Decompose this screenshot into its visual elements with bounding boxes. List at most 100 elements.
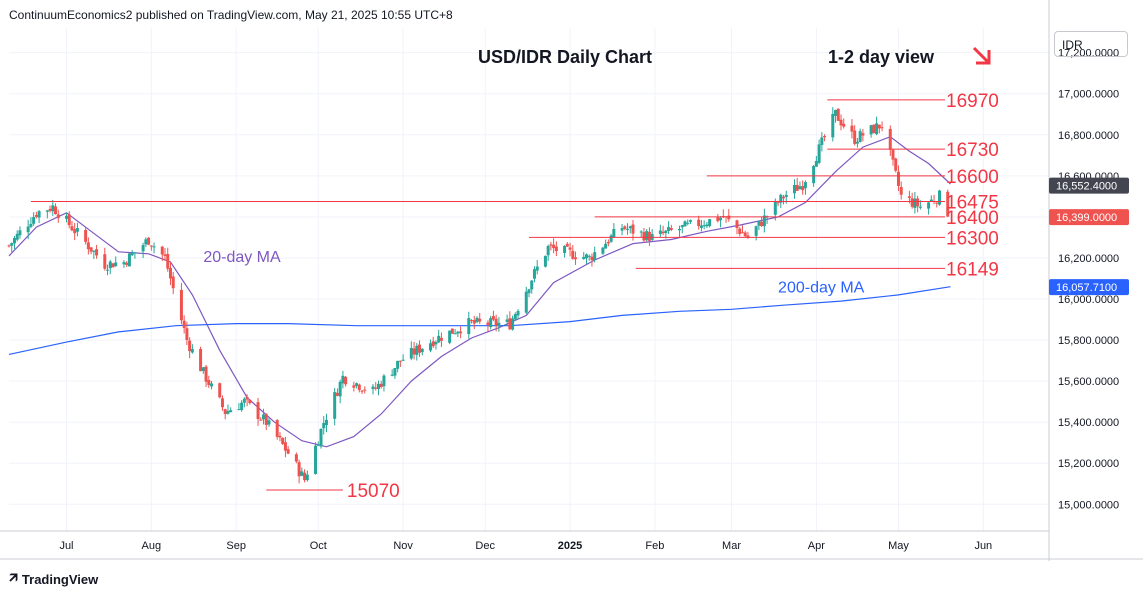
candle-body [439,337,443,341]
candle-body [190,349,194,353]
down-right-arrow-icon [972,46,991,65]
candle-body [590,256,594,261]
candle-body [103,254,107,269]
candle-body [371,386,375,390]
candle-body [612,229,616,238]
candle-body [86,242,90,250]
candle-body [927,202,931,209]
candle-body [264,414,268,425]
candle-body [661,231,665,234]
chart-title: USD/IDR Daily Chart [478,47,652,67]
candle-body [516,311,520,316]
candle-body [746,235,750,238]
candle-body [294,454,298,462]
candle-body [842,123,846,127]
candle-body [574,257,578,260]
candle-body [628,226,632,229]
candle-body [467,318,471,335]
candle-body [609,235,613,242]
candle-body [776,202,780,204]
price-tag-label: 16,057.7100 [1056,282,1117,294]
candle-body [658,230,662,235]
candle-body [565,243,569,247]
candle-body [226,410,230,414]
y-tick-label: 17,000.0000 [1058,89,1119,101]
candle-body [853,130,857,144]
candle-body [743,232,747,237]
candle-body [412,348,416,355]
candle-body [111,263,115,268]
candle-body [456,331,460,334]
candle-body [836,108,840,121]
candle-body [360,390,364,392]
candle-body [839,119,843,126]
candle-body [125,262,129,265]
candle-body [524,291,528,313]
candle-body [907,196,911,198]
candle-body [850,125,854,132]
footer-brand: TradingView [21,571,99,587]
candle-body [26,226,30,233]
candle-body [453,333,457,335]
candle-body [606,241,610,244]
candle-body [133,252,137,254]
candle-body [245,396,249,400]
x-tick-label: Jun [974,540,992,552]
candle-body [497,322,501,327]
candle-body [568,247,572,250]
candle-body [872,124,876,134]
candle-body [669,228,673,230]
candle-body [256,402,260,419]
chart-subtitle: 1-2 day view [828,47,935,67]
candle-body [888,128,892,150]
price-tag-label: 16,399.0000 [1056,212,1117,224]
candle-body [814,160,818,167]
candle-body [355,383,359,386]
candle-body [803,182,807,189]
candle-body [303,472,307,481]
candle-body [237,409,241,411]
candle-body [12,237,16,244]
candle-body [316,444,320,446]
candle-body [877,124,881,129]
tradingview-footer[interactable]: 🡭 TradingView [9,567,98,591]
ma-annotation: 200-day MA [778,280,865,297]
candle-body [278,435,282,438]
y-tick-label: 15,800.0000 [1058,335,1119,347]
level-label: 16730 [946,140,999,161]
candle-body [127,253,131,267]
level-label: 16300 [946,228,999,249]
currency-label[interactable]: IDR [1054,31,1128,57]
candle-body [549,244,553,246]
candle-body [15,233,19,240]
level-label: 16600 [946,167,999,188]
candle-body [620,228,624,231]
candle-body [647,231,651,241]
candle-body [918,206,922,208]
candle-body [552,244,556,249]
candle-body [563,245,567,254]
y-tick-label: 15,600.0000 [1058,376,1119,388]
candle-body [275,420,279,437]
candle-body [166,254,170,269]
price-tag-label: 16,552.4000 [1056,181,1117,193]
candle-body [899,187,903,195]
candle-body [702,225,706,227]
candle-body [73,229,77,234]
candle-body [10,243,14,246]
y-tick-label: 15,000.0000 [1058,499,1119,511]
candle-body [335,392,339,396]
candle-body [798,186,802,190]
chart-labels: 20-day MA 200-day MA USD/IDR Daily Chart 1-… [203,46,991,297]
candle-body [396,360,400,369]
candle-body [324,419,328,426]
candle-body [149,245,153,247]
x-tick-label: May [888,540,909,552]
candle-body [130,252,134,256]
level-label: 16149 [946,259,999,280]
candle-body [267,420,271,425]
candle-body [683,221,687,227]
candle-body [89,247,93,252]
candle-body [792,184,796,194]
